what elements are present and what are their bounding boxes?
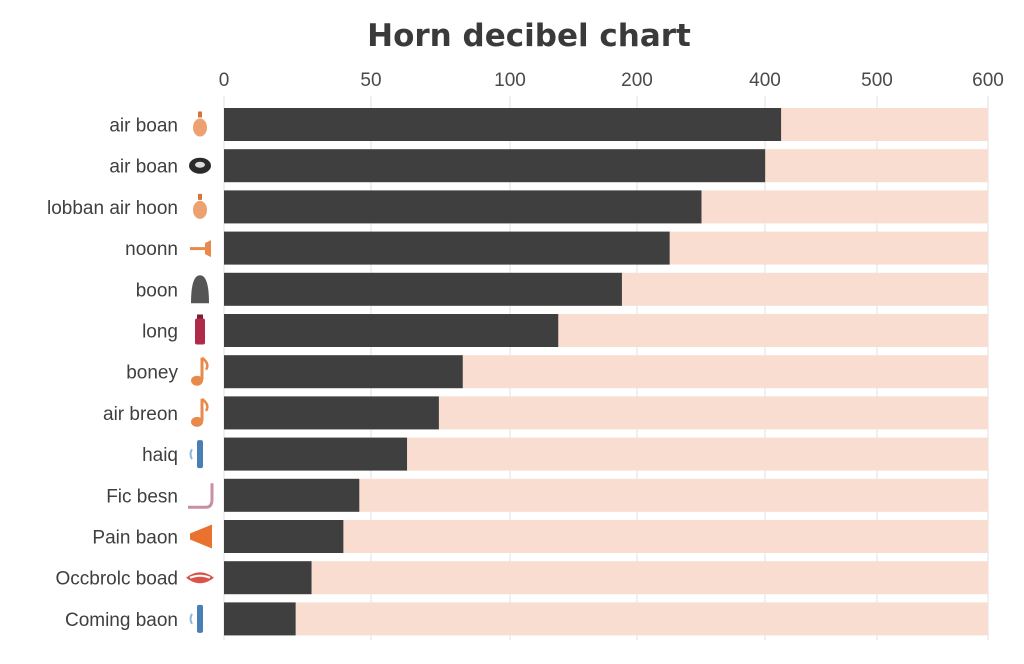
x-tick-label: 400 — [749, 70, 781, 91]
category-label: boney — [126, 363, 178, 384]
bars — [224, 108, 988, 636]
bar — [224, 272, 622, 306]
category-label: lobban air hoon — [47, 198, 178, 219]
category-label: boon — [136, 280, 178, 301]
x-tick-label: 200 — [621, 70, 653, 91]
category-label: Pain baon — [92, 528, 178, 549]
music-note-icon — [191, 356, 209, 386]
bar-track — [224, 520, 988, 553]
category-label: haiq — [142, 445, 178, 466]
x-tick-label: 500 — [861, 70, 893, 91]
bar — [224, 108, 782, 141]
x-tick-label: 100 — [494, 70, 526, 91]
spray-can-icon — [189, 440, 203, 469]
canister-icon — [195, 314, 205, 345]
x-axis-ticks: 0 50 100 200 400 500 600 — [219, 70, 1004, 91]
bar — [224, 314, 559, 347]
spray-can-icon — [189, 604, 203, 633]
bar — [224, 520, 344, 553]
bar — [224, 355, 463, 389]
bar-track — [224, 561, 988, 595]
category-label: air breon — [103, 404, 178, 425]
category-label: Occbrolc boad — [55, 569, 178, 590]
megaphone-icon — [190, 524, 212, 549]
category-label: air boan — [109, 157, 178, 178]
x-tick-label: 50 — [360, 70, 381, 91]
bar — [224, 231, 670, 265]
x-tick-label: 0 — [219, 70, 230, 91]
music-note-icon — [191, 397, 209, 427]
bar — [224, 396, 439, 430]
lips-icon — [186, 572, 214, 584]
category-label: long — [142, 322, 178, 343]
bar — [224, 437, 408, 471]
bar — [224, 149, 766, 183]
hooded-figure-icon — [191, 275, 209, 304]
fire-extinguisher-icon — [193, 111, 207, 137]
category-label: noonn — [125, 239, 178, 260]
bar — [224, 478, 360, 512]
bar — [224, 561, 312, 595]
category-labels: air boan air boan lobban air hoon noonn boon… — [47, 116, 178, 631]
category-label: Coming baon — [65, 610, 178, 631]
category-icons — [186, 111, 214, 633]
fire-extinguisher-icon — [193, 193, 207, 219]
chart-title: Horn decibel chart — [367, 18, 691, 54]
pipe-icon — [188, 483, 214, 509]
bar — [224, 190, 702, 224]
trumpet-icon — [190, 240, 211, 258]
category-label: air boan — [109, 116, 178, 137]
category-label: Fic besn — [106, 486, 178, 507]
x-tick-label: 600 — [972, 70, 1004, 91]
bar — [224, 602, 296, 636]
tire-icon — [189, 157, 211, 174]
bar-track — [224, 602, 988, 636]
